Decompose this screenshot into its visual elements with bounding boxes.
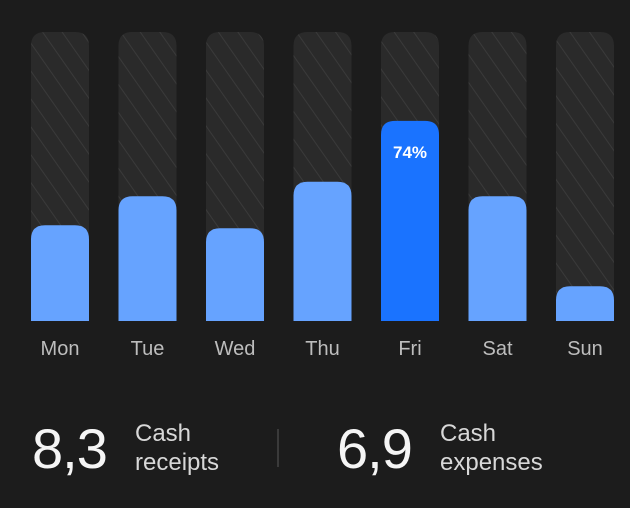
cash-receipts-label-line2: receipts xyxy=(135,449,220,476)
bar-track-sun xyxy=(556,32,614,321)
cash-expenses-label-line1: Cash xyxy=(440,420,497,447)
cash-expenses-value: 6,9 xyxy=(337,417,413,480)
cash-summary: 8,3 Cash receipts 6,9 Cash expenses xyxy=(0,405,630,495)
day-label-wed: Wed xyxy=(215,338,256,360)
bar-tue[interactable] xyxy=(118,196,177,321)
cash-receipts-value: 8,3 xyxy=(32,417,108,480)
bar-wed[interactable] xyxy=(206,228,264,321)
weekly-bar-chart: Mon Tue Wed Thu 74% Fri Sat Sun xyxy=(31,32,614,360)
day-label-sun: Sun xyxy=(567,338,603,360)
day-label-sat: Sat xyxy=(482,338,512,360)
day-label-fri: Fri xyxy=(398,338,421,360)
cash-expenses-label: Cash expenses xyxy=(440,419,570,477)
day-label-tue: Tue xyxy=(131,338,165,360)
stats-divider xyxy=(277,429,279,467)
bar-sun[interactable] xyxy=(556,286,614,321)
bar-thu[interactable] xyxy=(293,181,352,321)
bar-fri[interactable] xyxy=(381,120,439,322)
cash-receipts-label-line1: Cash xyxy=(135,420,192,447)
cash-receipts-label: Cash receipts xyxy=(135,419,265,477)
bar-mon[interactable] xyxy=(31,225,89,321)
cash-expenses-label-line2: expenses xyxy=(440,449,543,476)
day-label-mon: Mon xyxy=(41,338,80,360)
day-label-thu: Thu xyxy=(305,338,339,360)
bar-sat[interactable] xyxy=(468,196,527,321)
bar-value-label: 74% xyxy=(393,143,427,162)
